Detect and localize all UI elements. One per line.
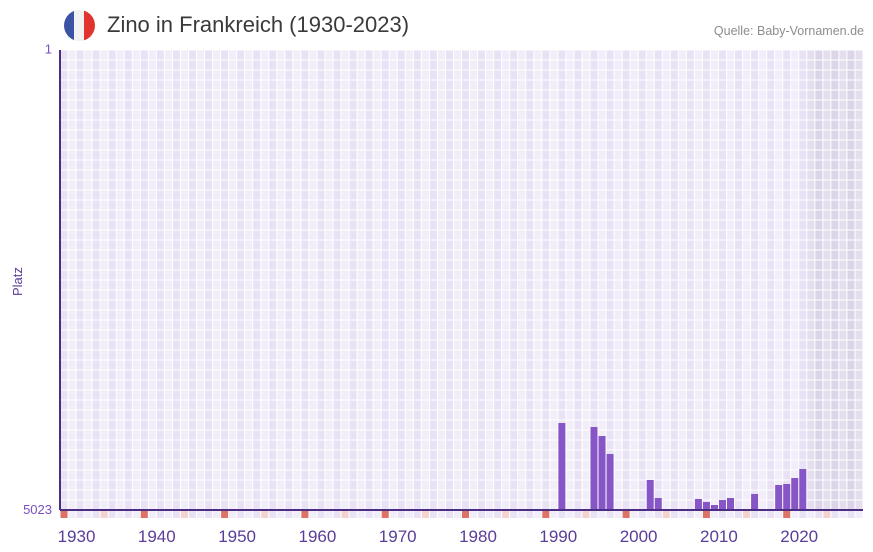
- svg-text:2020: 2020: [780, 527, 818, 546]
- svg-text:2010: 2010: [700, 527, 738, 546]
- svg-text:1930: 1930: [58, 527, 96, 546]
- svg-text:1990: 1990: [539, 527, 577, 546]
- svg-text:1980: 1980: [459, 527, 497, 546]
- svg-text:1970: 1970: [379, 527, 417, 546]
- svg-text:1950: 1950: [218, 527, 256, 546]
- svg-text:1940: 1940: [138, 527, 176, 546]
- svg-text:1960: 1960: [298, 527, 336, 546]
- svg-text:1: 1: [45, 42, 52, 57]
- svg-text:2000: 2000: [620, 527, 658, 546]
- svg-text:5023: 5023: [23, 502, 52, 517]
